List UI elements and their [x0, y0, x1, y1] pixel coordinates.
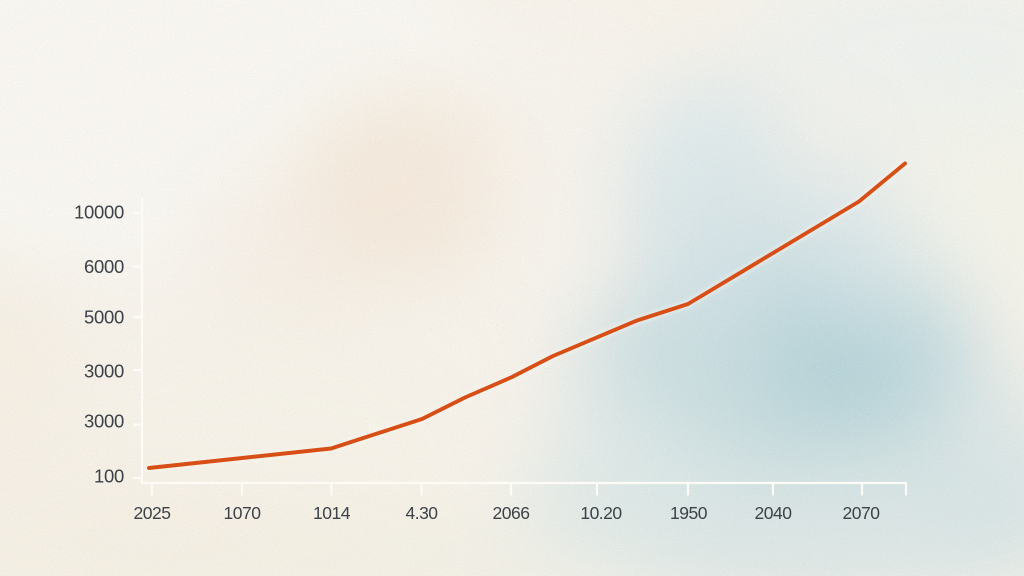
svg-text:4.30: 4.30: [405, 503, 438, 523]
svg-text:2025: 2025: [134, 503, 171, 523]
svg-text:1070: 1070: [224, 503, 262, 523]
svg-text:10.20: 10.20: [580, 503, 622, 523]
svg-text:2070: 2070: [843, 503, 881, 523]
svg-text:3000: 3000: [84, 411, 124, 432]
svg-text:2066: 2066: [493, 503, 530, 523]
svg-text:10000: 10000: [74, 202, 124, 223]
svg-text:3000: 3000: [84, 361, 124, 382]
svg-text:1014: 1014: [313, 503, 351, 523]
svg-text:6000: 6000: [84, 256, 124, 277]
svg-text:5000: 5000: [84, 307, 124, 328]
svg-text:2040: 2040: [755, 503, 793, 523]
svg-text:1950: 1950: [670, 503, 708, 523]
svg-text:100: 100: [94, 466, 124, 487]
